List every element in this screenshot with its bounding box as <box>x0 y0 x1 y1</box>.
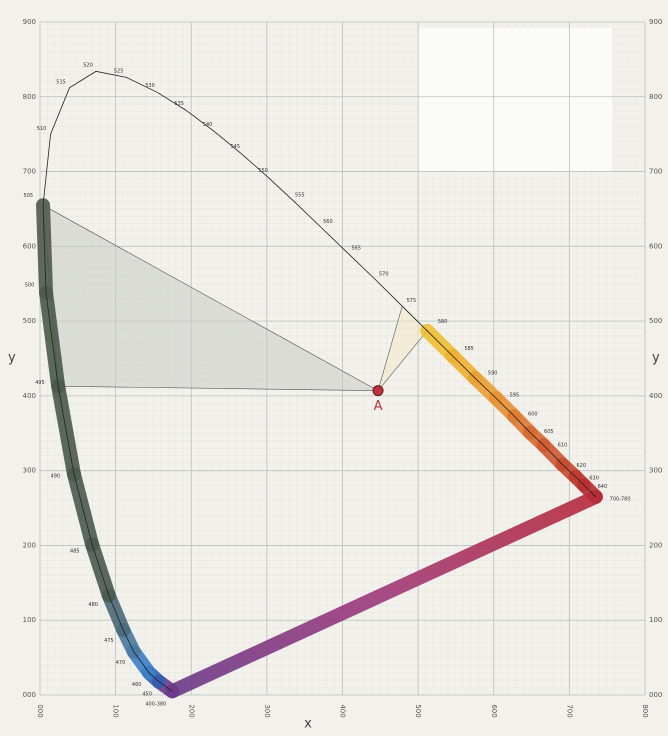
blank-patch <box>418 28 612 172</box>
y-tick-label: 300 <box>23 467 36 475</box>
wavelength-label: 540 <box>203 122 213 128</box>
wavelength-label: 535 <box>174 101 184 107</box>
y-tick-label-right: 400 <box>649 392 662 400</box>
wavelength-label: 585 <box>464 346 474 352</box>
wavelength-label: 470 <box>116 660 126 666</box>
x-tick-label: 300 <box>263 704 271 717</box>
wavelength-label: 515 <box>56 79 66 85</box>
wavelength-label: 575 <box>407 298 417 304</box>
y-tick-label: 100 <box>23 616 36 624</box>
wavelength-label: 620 <box>577 463 587 469</box>
wavelength-label: 530 <box>145 83 155 89</box>
wavelength-label: 610 <box>558 443 568 449</box>
y-tick-label: 800 <box>23 93 36 101</box>
y-tick-label-right: 100 <box>649 616 662 624</box>
x-tick-label: 500 <box>414 704 422 717</box>
y-axis-title-right: y <box>652 351 660 366</box>
y-tick-label-right: 700 <box>649 168 662 176</box>
y-tick-label-right: 900 <box>649 18 662 26</box>
wavelength-label: 590 <box>488 370 498 376</box>
wavelength-label: 550 <box>258 168 268 174</box>
x-tick-label: 800 <box>641 704 649 717</box>
wavelength-label: 490 <box>51 474 61 480</box>
wavelength-label: 560 <box>323 219 333 225</box>
purple-line <box>165 489 603 699</box>
y-tick-label-right: 800 <box>649 93 662 101</box>
y-tick-label: 200 <box>23 541 36 549</box>
y-tick-label-right: 300 <box>649 467 662 475</box>
y-tick-label: 400 <box>23 392 36 400</box>
x-tick-label: 100 <box>112 704 120 717</box>
wavelength-label: 700-780 <box>610 497 631 503</box>
wavelength-label: 570 <box>379 271 389 277</box>
y-tick-label-right: 000 <box>649 691 662 699</box>
reference-point <box>372 385 384 397</box>
y-tick-label: 600 <box>23 242 36 250</box>
wavelength-label: 600 <box>528 412 538 418</box>
wavelength-label: 500 <box>25 283 35 289</box>
y-axis-title: y <box>8 351 16 366</box>
wavelength-label: 475 <box>104 638 114 644</box>
spectral-locus <box>42 70 597 692</box>
wavelength-label: 605 <box>544 429 554 435</box>
wavelength-label: 495 <box>35 380 45 386</box>
y-tick-label: 500 <box>23 317 36 325</box>
wavelength-label: 520 <box>83 63 93 69</box>
wavelength-label: 640 <box>598 484 608 490</box>
wavelength-label: 400-380 <box>145 701 166 707</box>
wavelength-label: 525 <box>114 68 124 74</box>
y-tick-label: 000 <box>23 691 36 699</box>
reference-label: A <box>374 399 383 414</box>
x-tick-label: 700 <box>565 704 573 717</box>
wavelength-label: 545 <box>230 144 240 150</box>
y-tick-label: 900 <box>23 18 36 26</box>
y-tick-label-right: 600 <box>649 242 662 250</box>
wavelength-label: 555 <box>295 193 305 199</box>
wavelength-label: 505 <box>24 193 34 199</box>
wavelength-label: 630 <box>589 476 599 482</box>
y-tick-label: 700 <box>23 168 36 176</box>
wavelength-label: 565 <box>351 245 361 251</box>
wavelength-label: 480 <box>88 602 98 608</box>
wavelength-label: 450 <box>142 691 152 697</box>
x-tick-label: 400 <box>339 704 347 717</box>
x-tick-label: 000 <box>36 704 44 717</box>
x-axis-title: x <box>304 717 312 732</box>
y-tick-label-right: 500 <box>649 317 662 325</box>
wavelength-label: 580 <box>438 319 448 325</box>
wavelength-label: 510 <box>37 126 47 132</box>
wavelength-label: 485 <box>70 548 80 554</box>
y-tick-label-right: 200 <box>649 541 662 549</box>
wavelength-label: 595 <box>510 392 520 398</box>
wavelength-label: 460 <box>132 682 142 688</box>
x-tick-label: 200 <box>187 704 195 717</box>
x-tick-label: 600 <box>490 704 498 717</box>
